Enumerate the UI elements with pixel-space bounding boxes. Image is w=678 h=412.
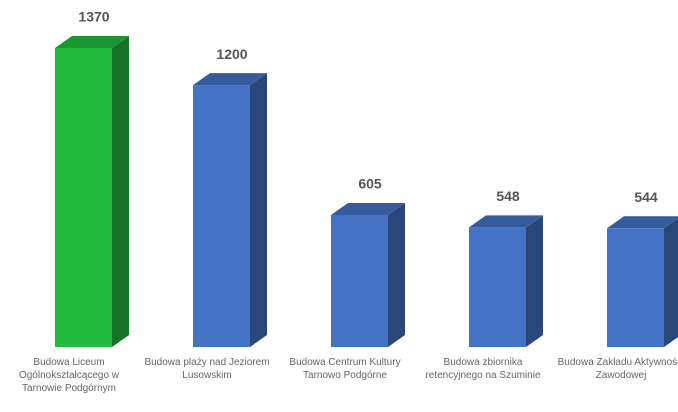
bar: [607, 228, 664, 347]
bar-side: [388, 202, 405, 347]
bar-top: [469, 215, 543, 228]
bar-side: [112, 36, 129, 347]
value-label: 605: [358, 176, 382, 192]
value-label: 1200: [216, 46, 247, 62]
x-tick-label: Budowa Zakładu Aktywności Zawodowej: [557, 357, 678, 381]
bar-top: [607, 216, 678, 229]
bar-side: [250, 73, 267, 348]
bar: [469, 227, 526, 347]
bar: [193, 85, 250, 348]
x-tick-label: Budowa plaży nad Jeziorem Lusowskim: [144, 357, 270, 381]
bar: [55, 48, 112, 347]
bar-side: [526, 215, 543, 347]
x-tick-label: Budowa Centrum Kultury Tarnowo Podgórne: [289, 357, 401, 381]
value-label: 544: [634, 189, 658, 205]
x-tick-label: Budowa Liceum Ogólnokształcącego w Tarno…: [18, 357, 120, 394]
x-tick-label: Budowa zbiornika retencyjnego na Szumini…: [425, 357, 541, 381]
value-label: 548: [496, 188, 520, 204]
value-label: 1370: [78, 9, 109, 25]
bar-top: [193, 73, 267, 86]
bar-top: [331, 202, 405, 215]
bar-side: [664, 218, 678, 347]
bar: [331, 214, 388, 347]
bar-top: [55, 36, 129, 48]
